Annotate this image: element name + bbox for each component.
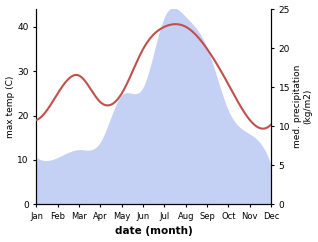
Y-axis label: med. precipitation
(kg/m2): med. precipitation (kg/m2) — [293, 65, 313, 148]
Y-axis label: max temp (C): max temp (C) — [5, 76, 15, 138]
X-axis label: date (month): date (month) — [115, 227, 193, 236]
